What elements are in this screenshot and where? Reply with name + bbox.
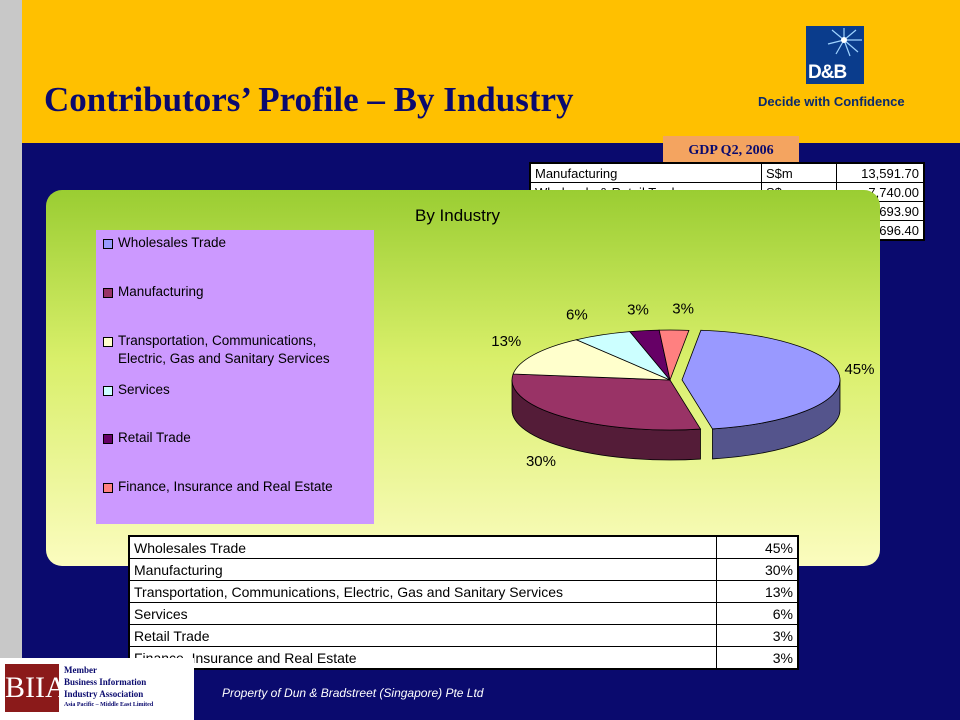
legend-swatch [103, 386, 113, 396]
legend-swatch [103, 288, 113, 298]
slide-title: Contributors’ Profile – By Industry [44, 80, 574, 119]
industry-share: 6% [716, 602, 799, 625]
pie-data-label: 6% [566, 307, 588, 324]
gdp-unit: S$m [761, 162, 837, 183]
legend-item: Manufacturing [103, 283, 204, 301]
biia-mark: BIIA [5, 664, 67, 712]
gdp-sector: Manufacturing [529, 162, 762, 183]
industry-table: Wholesales Trade 45% Manufacturing 30% Trans… [128, 535, 799, 670]
industry-label: Manufacturing [128, 558, 717, 581]
chart-legend: Wholesales Trade Manufacturing Transportat… [96, 230, 374, 524]
biia-logo: BIIA Member Business Information Industr… [0, 658, 194, 720]
legend-label: Retail Trade [118, 430, 191, 445]
legend-label: Electric, Gas and Sanitary Services [118, 351, 330, 366]
industry-share: 30% [716, 558, 799, 581]
pie-data-label: 3% [627, 301, 649, 318]
table-row: Manufacturing 30% [128, 558, 799, 581]
table-row: Services 6% [128, 602, 799, 625]
pie-chart: 45% 30% 13% 6% 3% 3% [491, 301, 874, 470]
pie-slice [658, 329, 690, 382]
biia-line-4: Asia Pacific – Middle East Limited [64, 702, 154, 708]
industry-share: 45% [716, 535, 799, 559]
legend-label: Manufacturing [118, 284, 204, 299]
legend-item: Wholesales Trade [103, 234, 226, 252]
legend-label: Finance, Insurance and Real Estate [118, 479, 333, 494]
brand-tagline: Decide with Confidence [758, 94, 905, 109]
table-row: Retail Trade 3% [128, 624, 799, 647]
biia-line-2: Business Information [64, 677, 147, 687]
legend-item: Transportation, Communications, Electric,… [103, 332, 330, 368]
legend-swatch [103, 337, 113, 347]
pie-data-label: 3% [672, 301, 694, 318]
legend-swatch [103, 434, 113, 444]
industry-share: 3% [716, 646, 799, 670]
pie-slice [511, 373, 702, 431]
legend-swatch [103, 239, 113, 249]
pie-data-label: 30% [526, 453, 556, 470]
biia-line-3: Industry Association [64, 689, 144, 699]
dnb-logo-text: D&B [808, 62, 847, 83]
industry-label: Transportation, Communications, Electric… [128, 580, 717, 603]
legend-item: Finance, Insurance and Real Estate [103, 478, 333, 496]
dnb-logo-icon [806, 26, 864, 84]
left-edge-strip [0, 0, 22, 720]
table-row: Transportation, Communications, Electric… [128, 580, 799, 603]
header-band [22, 0, 960, 143]
gdp-label: GDP Q2, 2006 [663, 136, 799, 166]
industry-label: Finance, Insurance and Real Estate [128, 646, 717, 670]
footer-text: Property of Dun & Bradstreet (Singapore)… [222, 686, 484, 700]
pie-data-label: 13% [491, 333, 521, 350]
industry-label: Wholesales Trade [128, 535, 717, 559]
industry-share: 13% [716, 580, 799, 603]
legend-label: Wholesales Trade [118, 235, 227, 250]
legend-item: Retail Trade [103, 429, 191, 447]
gdp-row: Manufacturing S$m 13,591.70 [529, 162, 925, 183]
table-row: Finance, Insurance and Real Estate 3% [128, 646, 799, 670]
pie-slice [681, 329, 841, 430]
industry-label: Retail Trade [128, 624, 717, 647]
legend-item: Services [103, 381, 170, 399]
table-row: Wholesales Trade 45% [128, 535, 799, 559]
legend-swatch [103, 483, 113, 493]
biia-line-1: Member [64, 665, 97, 675]
industry-share: 3% [716, 624, 799, 647]
chart-title: By Industry [415, 206, 501, 225]
industry-label: Services [128, 602, 717, 625]
legend-label: Services [118, 382, 170, 397]
pie-data-label: 45% [844, 361, 874, 378]
gdp-value: 13,591.70 [836, 162, 925, 183]
legend-label: Transportation, Communications, [118, 333, 317, 348]
pie-slice [512, 339, 671, 381]
